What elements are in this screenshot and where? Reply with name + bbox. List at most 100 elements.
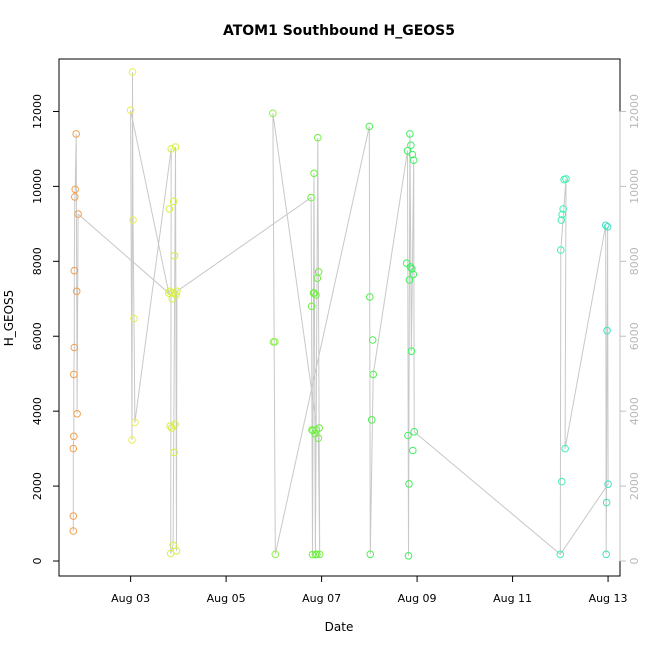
data-point [602,498,611,507]
data-point [168,295,176,303]
data-point [131,418,139,427]
y-tick-label-right: 2000 [628,472,641,500]
chart-title: ATOM1 Southbound H_GEOS5 [223,23,455,39]
y-axis-left: 0 2000 4000 6000 8000 10000 12000 [31,94,59,565]
data-point [602,550,611,559]
data-point [604,480,612,489]
data-point [315,424,324,432]
data-point [405,276,414,284]
data-point [171,420,179,429]
data-point [271,550,280,559]
data-point [601,221,610,230]
data-point [129,216,137,224]
data-point [406,263,415,271]
y-tick-label-right: 0 [628,558,641,565]
data-point [169,197,178,206]
data-point [70,266,79,275]
x-tick-label: Aug 11 [493,592,532,605]
y-tick-label-right: 8000 [628,247,641,275]
y-tick-label-right: 10000 [628,169,641,204]
y-tick-label: 6000 [31,322,44,350]
data-point [404,431,412,440]
data-point [70,432,78,441]
y-tick-label: 0 [31,558,44,565]
y-tick-label: 8000 [31,247,44,275]
data-point [409,270,418,279]
data-point [405,480,413,488]
data-point [269,109,277,118]
x-axis: Aug 03 Aug 05 Aug 07 Aug 09 Aug 11 Aug 13 [111,576,628,605]
data-point [558,477,566,486]
data-point [369,370,378,379]
data-point [130,314,138,323]
data-point [126,106,135,115]
x-tick-label: Aug 09 [398,592,437,605]
data-point [73,410,81,418]
data-point [312,291,320,299]
data-point [603,223,612,231]
y-axis-title: H_GEOS5 [2,290,16,347]
plot-frame [58,58,621,577]
x-tick-label: Aug 13 [589,592,628,605]
data-point [406,130,414,138]
data-point [172,547,181,555]
data-point [315,550,324,559]
data-point [561,444,569,453]
data-point [72,130,80,138]
data-point [603,326,611,335]
data-point [70,370,78,379]
data-point [407,141,415,149]
data-point [408,265,416,273]
data-point [367,416,376,424]
data-point [557,216,566,224]
y-tick-label: 12000 [31,94,44,129]
y-tick-label-right: 12000 [628,94,641,129]
data-point [167,145,175,153]
data-point [172,291,180,299]
data-point [69,512,78,520]
data-point [72,287,81,296]
x-axis-title: Date [325,620,354,634]
y-tick-label: 10000 [31,169,44,204]
data-point [170,251,179,260]
y-tick-label-right: 4000 [628,397,641,425]
data-point [407,347,416,356]
data-point [556,550,565,559]
data-point [166,422,174,430]
data-point [71,193,79,201]
data-point [310,289,319,297]
data-point [368,336,377,344]
x-tick-label: Aug 05 [207,592,246,605]
data-point [403,147,412,155]
y-tick-label: 2000 [31,472,44,500]
data-point [404,552,413,560]
data-point [128,68,137,76]
data-point [271,338,279,346]
connector-lines [72,72,609,556]
y-axis-right: 0 2000 4000 6000 8000 10000 12000 [619,94,641,565]
data-point [314,434,323,442]
data-point [170,448,178,457]
connector-line [72,72,609,556]
data-point [365,122,374,131]
data-point [310,169,318,178]
data-point [409,446,417,455]
data-point [74,210,82,218]
data-point [314,133,322,142]
data-point [69,527,78,535]
data-point [165,205,174,213]
data-point [171,143,180,151]
data-point [165,289,173,297]
data-point [366,293,374,301]
data-point [409,156,418,164]
data-point [559,205,568,213]
data-point [410,428,419,436]
data-point [173,287,181,296]
data-point [562,175,570,183]
data-point [313,550,321,559]
data-point [402,259,411,268]
data-point [558,210,567,219]
data-points [69,68,612,560]
data-point [307,302,316,311]
